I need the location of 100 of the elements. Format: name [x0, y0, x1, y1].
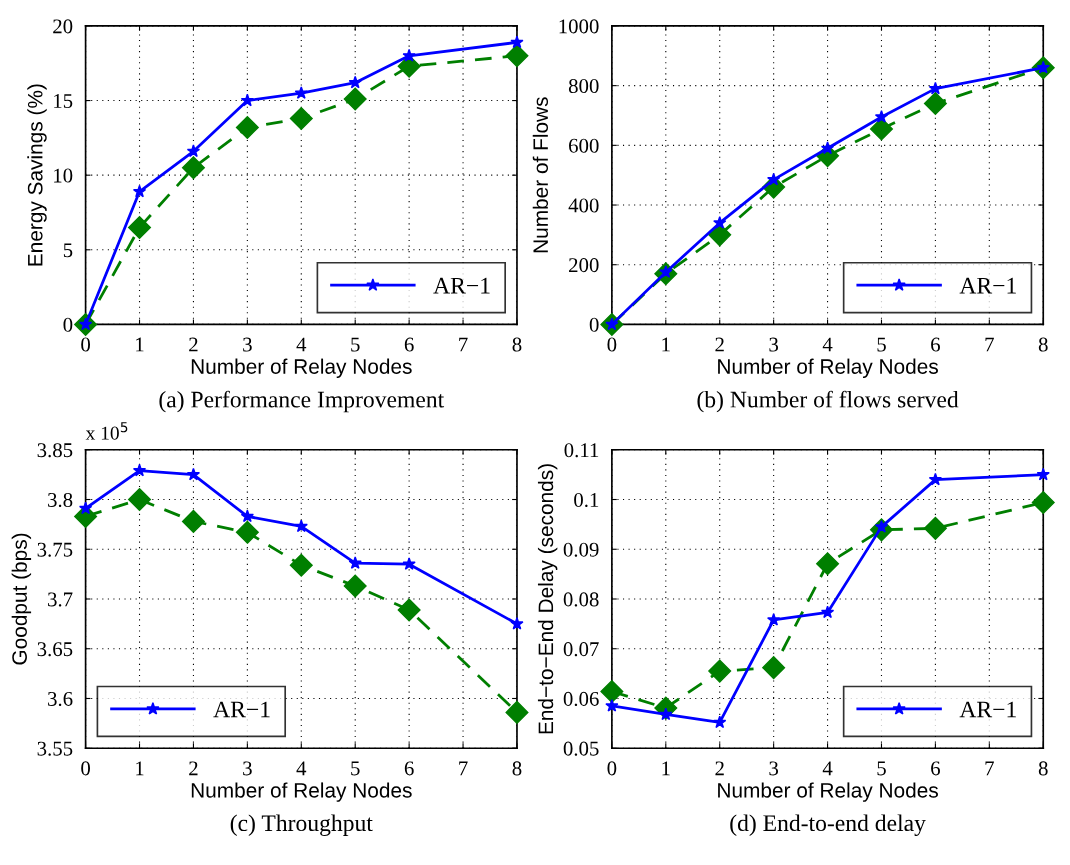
x-tick-label: 4: [296, 761, 307, 776]
point: [348, 75, 362, 89]
y-tick-label: 0: [63, 317, 73, 332]
x-tick-label: 3: [769, 337, 779, 352]
x-axis-title: Number of Relay Nodes: [191, 358, 412, 378]
point: [289, 106, 313, 130]
point: [181, 509, 205, 533]
point: [181, 156, 205, 180]
x-tick-label: 4: [822, 761, 833, 776]
x-axis-title: Number of Relay Nodes: [191, 782, 412, 802]
y-tick-label: 5: [63, 243, 73, 258]
x-tick-label: 5: [351, 337, 360, 352]
x-tick-label: 3: [769, 761, 779, 776]
y-tick-label: 3.55: [37, 741, 73, 756]
x-tick-label: 0: [81, 337, 91, 352]
y-tick-label: 400: [568, 198, 599, 213]
y-tick-label: 3.65: [37, 642, 73, 657]
x-tick-label: 7: [459, 337, 468, 352]
point: [505, 700, 529, 724]
point: [923, 92, 947, 116]
y-tick-label: 0.06: [563, 691, 599, 707]
x-tick-label: 8: [512, 761, 522, 776]
x-tick-label: 7: [985, 337, 994, 352]
point: [343, 87, 367, 111]
y-tick-label: 0.1: [574, 492, 599, 508]
y-tick-label: 3.8: [48, 492, 73, 508]
x-tick-label: 5: [877, 761, 886, 776]
point: [874, 110, 889, 123]
point: [294, 86, 308, 99]
x-tick-label: 1: [136, 761, 144, 776]
x-tick-label: 7: [985, 761, 994, 776]
y-tick-label: 20: [53, 19, 73, 34]
point: [762, 656, 786, 680]
point: [235, 520, 259, 544]
y-tick-label: 3.75: [37, 542, 73, 557]
point: [402, 557, 416, 570]
text: (d) End-to-end delay: [730, 814, 926, 836]
x-tick-label: 1: [662, 761, 670, 776]
y-tick-label: 3.6: [48, 691, 73, 707]
text: x 10$^{5}$: [85, 422, 128, 440]
x-tick-label: 2: [715, 337, 724, 352]
point: [397, 598, 421, 622]
point: [78, 501, 93, 515]
y-tick-label: 10: [54, 168, 73, 183]
x-tick-label: 1: [136, 337, 144, 352]
x-tick-label: 2: [189, 337, 198, 352]
point: [289, 553, 313, 577]
y-axis-title: Goodput (bps): [11, 533, 32, 665]
point: [128, 488, 152, 512]
legend-label: AR−1: [959, 701, 1016, 718]
point: [510, 35, 524, 49]
x-tick-label: 3: [243, 761, 252, 776]
point: [928, 472, 943, 486]
point: [294, 519, 308, 533]
point: [186, 467, 201, 481]
x-tick-label: 0: [81, 761, 91, 776]
point: [708, 659, 732, 683]
y-tick-label: 0.05: [563, 741, 599, 756]
point: [402, 48, 416, 62]
y-tick-label: 0: [589, 317, 599, 332]
x-tick-label: 5: [877, 337, 886, 352]
point: [767, 612, 781, 626]
point: [923, 516, 947, 540]
point: [240, 509, 255, 523]
x-tick-label: 6: [931, 761, 940, 776]
x-tick-label: 3: [243, 337, 252, 352]
x-tick-label: 7: [459, 761, 468, 776]
y-tick-label: 3.85: [37, 443, 73, 458]
x-axis-title: Number of Relay Nodes: [718, 782, 938, 802]
point: [600, 680, 624, 704]
point: [132, 463, 147, 477]
y-tick-label: 3.7: [48, 592, 73, 607]
y-axis-title: Number of Flows: [532, 97, 549, 253]
x-axis-title: Number of Relay Nodes: [718, 358, 938, 378]
y-tick-label: 600: [569, 138, 599, 153]
point: [240, 93, 255, 107]
y-tick-label: 0.11: [564, 443, 599, 458]
x-tick-label: 4: [296, 337, 307, 352]
point: [869, 117, 893, 141]
point: [605, 698, 619, 712]
legend-label: AR−1: [433, 277, 490, 294]
x-tick-label: 6: [404, 337, 414, 352]
y-tick-label: 0.08: [563, 592, 599, 607]
x-tick-label: 4: [822, 337, 833, 352]
point: [510, 616, 524, 630]
point: [713, 715, 727, 729]
y-tick-label: 0.09: [563, 542, 599, 557]
x-tick-label: 8: [1038, 761, 1048, 776]
point: [928, 81, 943, 95]
x-tick-label: 2: [715, 761, 724, 776]
point: [186, 144, 201, 158]
point: [820, 141, 835, 155]
x-tick-label: 0: [607, 761, 617, 776]
x-tick-label: 8: [512, 337, 522, 352]
point: [1036, 467, 1050, 481]
x-tick-label: 8: [1038, 337, 1048, 352]
x-tick-label: 6: [931, 337, 940, 352]
point: [343, 574, 367, 598]
x-tick-label: 6: [404, 761, 414, 776]
text: (a) Performance Improvement: [159, 390, 445, 413]
